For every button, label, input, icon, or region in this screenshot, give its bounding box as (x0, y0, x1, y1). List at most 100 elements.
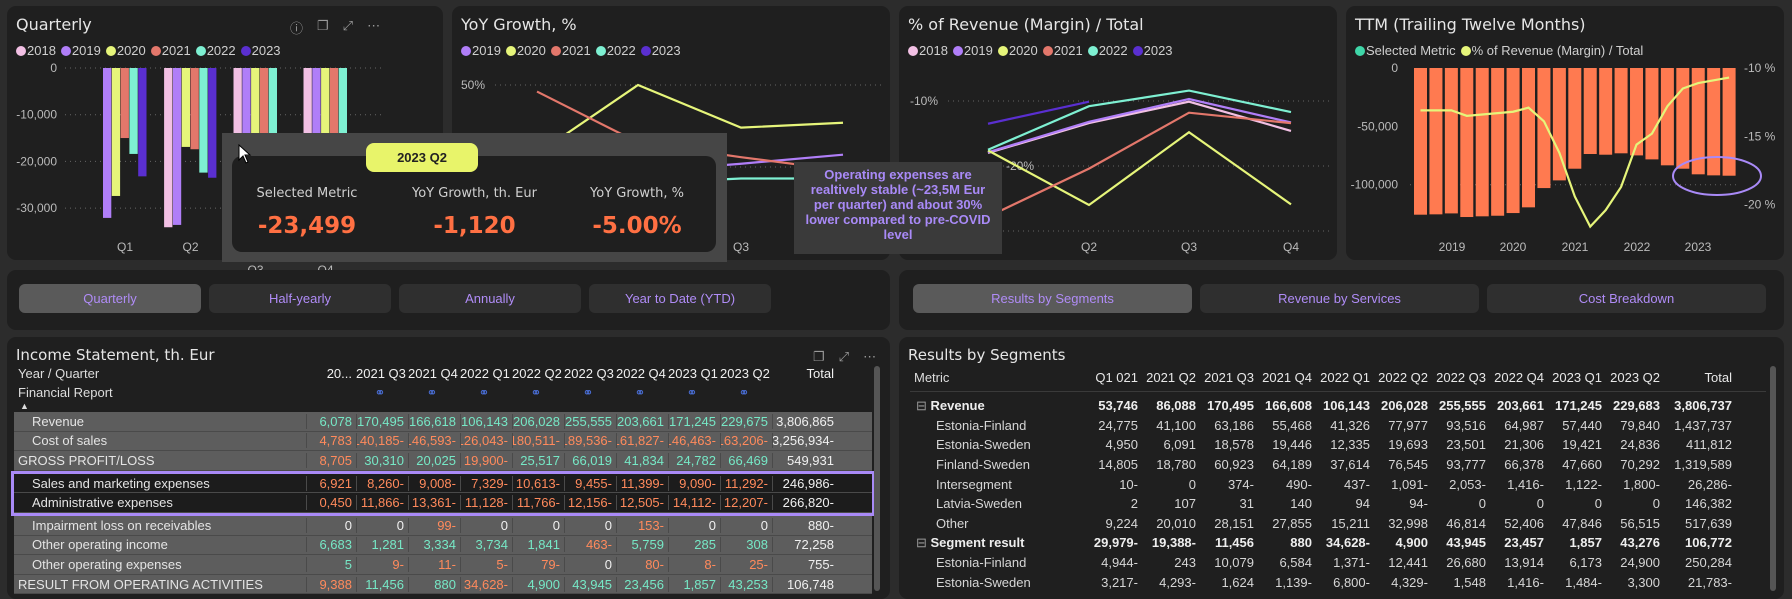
more-icon[interactable]: ⋯ (863, 349, 877, 364)
table-row[interactable]: Other operating expenses 5 -9 -11 -5 -79 0 -80-… (14, 555, 872, 575)
legend-item[interactable]: 2020 (105, 43, 146, 58)
column-header[interactable]: 2022 Q2 (1378, 370, 1428, 385)
column-header[interactable]: 2021 Q3 (356, 366, 406, 381)
copy-icon[interactable]: ❐ (813, 349, 825, 364)
legend-item[interactable]: 2023 (240, 43, 281, 58)
column-header[interactable]: 2022 Q1 (460, 366, 510, 381)
column-header[interactable]: 2022 Q1 (1320, 370, 1370, 385)
column-header[interactable]: 2023 Q1 (668, 366, 718, 381)
table-cell: 0 (1188, 476, 1196, 492)
table-row[interactable]: Cost of sales 4,783 -140,185 -146,593 -126,0… (14, 431, 872, 452)
column-header[interactable]: 2023 Q1 (1552, 370, 1602, 385)
tab-results-by-segments[interactable]: Results by Segments (913, 284, 1192, 313)
table-row[interactable]: Estonia-Finland 24,775 41,100 63,186 55,468 4… (910, 416, 1766, 436)
column-header[interactable]: 2022 Q2 (512, 366, 562, 381)
table-row[interactable]: ⊟ Segment result -29,979 -19,388 11,456 880-… (910, 533, 1766, 553)
table-cell: 229,675 (720, 413, 772, 429)
legend-item[interactable]: 2020 (997, 43, 1038, 58)
table-row[interactable]: Revenue 6,078 170,495 166,618 106,143 206,028… (14, 412, 872, 432)
column-header[interactable]: 2022 Q3 (1436, 370, 1486, 385)
table-row[interactable]: Latvia-Sweden 2 107 31 140 94 -94 0 0 0 0 146,382 (910, 494, 1766, 514)
tab-annually[interactable]: Annually (399, 284, 581, 313)
drill-link-icon[interactable]: ⚭ (478, 384, 490, 400)
legend-item[interactable]: 2019 (60, 43, 101, 58)
vertical-scrollbar[interactable] (874, 366, 880, 591)
column-header[interactable]: 20... (326, 366, 352, 381)
expand-icon[interactable]: ⤢ (342, 18, 354, 33)
column-header[interactable]: 2023 Q2 (1610, 370, 1660, 385)
legend-item[interactable]: 2018 (908, 43, 948, 58)
sort-ascending-icon[interactable]: ▲ (20, 401, 29, 411)
column-header[interactable]: 2022 Q3 (564, 366, 614, 381)
legend-item[interactable]: 2021 (1042, 43, 1083, 58)
column-header[interactable]: 2021 Q2 (1146, 370, 1196, 385)
column-header[interactable]: 2023 Q2 (720, 366, 770, 381)
table-cell: 3,334 (408, 537, 460, 553)
column-header[interactable]: 021 Q1 (1095, 370, 1138, 385)
legend-item[interactable]: 2019 (952, 43, 993, 58)
column-header[interactable]: 2021 Q4 (1262, 370, 1312, 385)
legend-label: 2018 (919, 43, 948, 58)
collapse-icon[interactable]: ⊟ (916, 534, 931, 550)
table-row[interactable]: Administrative expenses 0,450 -11,866 -13,3… (14, 493, 872, 513)
table-cell: -1,091 (1391, 476, 1428, 492)
table-cell: -4,329 (1391, 574, 1428, 590)
drill-link-icon[interactable]: ⚭ (582, 384, 594, 400)
table-cell: 43,276 (1620, 535, 1660, 551)
table-row[interactable]: Estonia-Sweden 4,950 6,091 18,578 19,446 12,3… (910, 435, 1766, 455)
table-cell: 203,661 (1497, 398, 1544, 414)
help-icon[interactable]: ⓘ (290, 21, 304, 36)
table-row[interactable]: Impairment loss on receivables 0 0 -99 0 0 0 -1… (14, 515, 872, 536)
table-cell: 171,245 (668, 413, 720, 429)
tab-cost-breakdown[interactable]: Cost Breakdown (1487, 284, 1766, 313)
drill-link-icon[interactable]: ⚭ (426, 384, 438, 400)
legend-item[interactable]: 2020 (505, 43, 546, 58)
tab-quarterly[interactable]: Quarterly (19, 284, 201, 313)
table-row[interactable]: Estonia-Sweden -3,217 -4,293 1,624 -1,139 -6,… (910, 572, 1766, 592)
legend-item[interactable]: 2023 (1132, 43, 1173, 58)
table-cell: 166,608 (1265, 398, 1312, 414)
table-row[interactable]: Sales and marketing expenses 6,921 -8,260-… (14, 473, 872, 494)
table-row[interactable]: RESULT FROM OPERATING ACTIVITIES 9,388 11,… (14, 574, 872, 595)
legend-item[interactable]: 2021 (150, 43, 191, 58)
legend-item[interactable]: 2018 (16, 43, 56, 58)
legend-item[interactable]: 2022 (595, 43, 636, 58)
column-header[interactable]: 2021 Q4 (408, 366, 458, 381)
tab-half-yearly[interactable]: Half-yearly (209, 284, 391, 313)
table-cell: 53,746 (1098, 398, 1138, 414)
legend-item[interactable]: 2022 (1087, 43, 1128, 58)
table-row[interactable]: Other 9,224 20,010 28,151 27,855 15,211 32,998… (910, 514, 1766, 534)
legend-item[interactable]: 2019 (461, 43, 501, 58)
tab-year-to-date-ytd-[interactable]: Year to Date (YTD) (589, 284, 771, 313)
drill-link-icon[interactable]: ⚭ (530, 384, 542, 400)
table-cell: 64,987 (1504, 417, 1544, 433)
table-row[interactable]: Other operating income 6,683 1,281 3,334 3,7… (14, 535, 872, 556)
column-header[interactable]: 2021 Q3 (1204, 370, 1254, 385)
table-row[interactable]: GROSS PROFIT/LOSS 8,705 30,310 20,025 -19,90… (14, 451, 872, 471)
table-row[interactable]: Estonia-Finland -4,944 243 10,079 6,584 -1,37… (910, 553, 1766, 573)
drill-link-icon[interactable]: ⚭ (634, 384, 646, 400)
expand-icon[interactable]: ⤢ (838, 349, 850, 364)
column-header[interactable]: Total (1704, 370, 1732, 385)
table-cell: -11,128 (460, 495, 512, 511)
column-header[interactable]: 2022 Q4 (1494, 370, 1544, 385)
metric-value: -5.00% (592, 213, 682, 239)
column-header[interactable]: 2022 Q4 (616, 366, 666, 381)
table-row[interactable]: ⊟ Revenue 53,746 86,088 170,495 166,608 106,1… (910, 396, 1766, 416)
column-header[interactable]: Total (806, 366, 834, 381)
legend-item[interactable]: 2021 (550, 43, 591, 58)
drill-link-icon[interactable]: ⚭ (686, 384, 698, 400)
legend-item[interactable]: 2023 (640, 43, 681, 58)
copy-icon[interactable]: ❐ (317, 18, 329, 33)
tab-revenue-by-services[interactable]: Revenue by Services (1200, 284, 1479, 313)
vertical-scrollbar[interactable] (1770, 366, 1776, 591)
collapse-icon[interactable]: ⊟ (916, 397, 931, 413)
drill-link-icon[interactable]: ⚭ (374, 384, 386, 400)
table-row[interactable]: Intersegment -10 0 -374 -490 -437 -1,091 -2,053… (910, 474, 1766, 494)
drill-link-icon[interactable]: ⚭ (738, 384, 750, 400)
more-icon[interactable]: ⋯ (367, 18, 381, 33)
table-cell: 6,091 (1163, 437, 1196, 453)
table-row[interactable]: Finland-Sweden 14,805 18,780 60,923 64,189 37… (910, 455, 1766, 475)
legend-item[interactable]: 2022 (195, 43, 236, 58)
legend-label: 2023 (1143, 43, 1173, 58)
